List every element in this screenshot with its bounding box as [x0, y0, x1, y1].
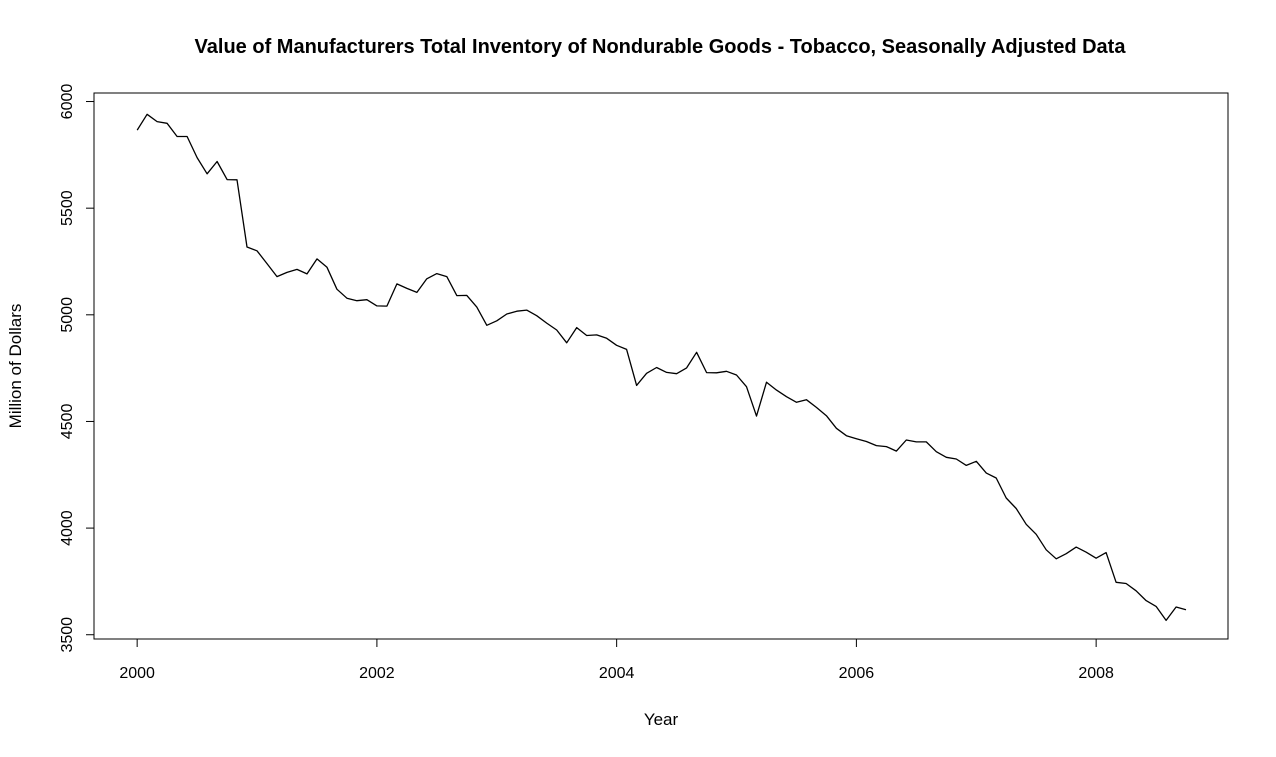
chart-title: Value of Manufacturers Total Inventory o…: [195, 36, 1127, 58]
plot-frame: [93, 92, 1229, 640]
y-axis-label: Million of Dollars: [6, 304, 25, 429]
y-tick-label: 4000: [59, 510, 76, 546]
y-tick-label: 4500: [59, 404, 76, 440]
y-tick-label: 3500: [59, 617, 76, 653]
y-tick-label: 5500: [59, 190, 76, 226]
y-tick-label: 5000: [59, 297, 76, 333]
x-tick-label: 2004: [599, 665, 635, 682]
data-points: [136, 113, 1188, 622]
y-axis: 3500 4000 4500 5000 5500 6000: [59, 84, 95, 653]
x-tick-label: 2000: [119, 665, 155, 682]
x-axis-label: Year: [644, 710, 679, 729]
x-tick-label: 2002: [359, 665, 395, 682]
series-line: [136, 113, 1187, 622]
x-tick-label: 2008: [1078, 665, 1114, 682]
x-tick-label: 2006: [839, 665, 875, 682]
y-tick-label: 6000: [59, 84, 76, 120]
x-axis: 2000 2002 2004 2006 2008: [119, 638, 1114, 682]
